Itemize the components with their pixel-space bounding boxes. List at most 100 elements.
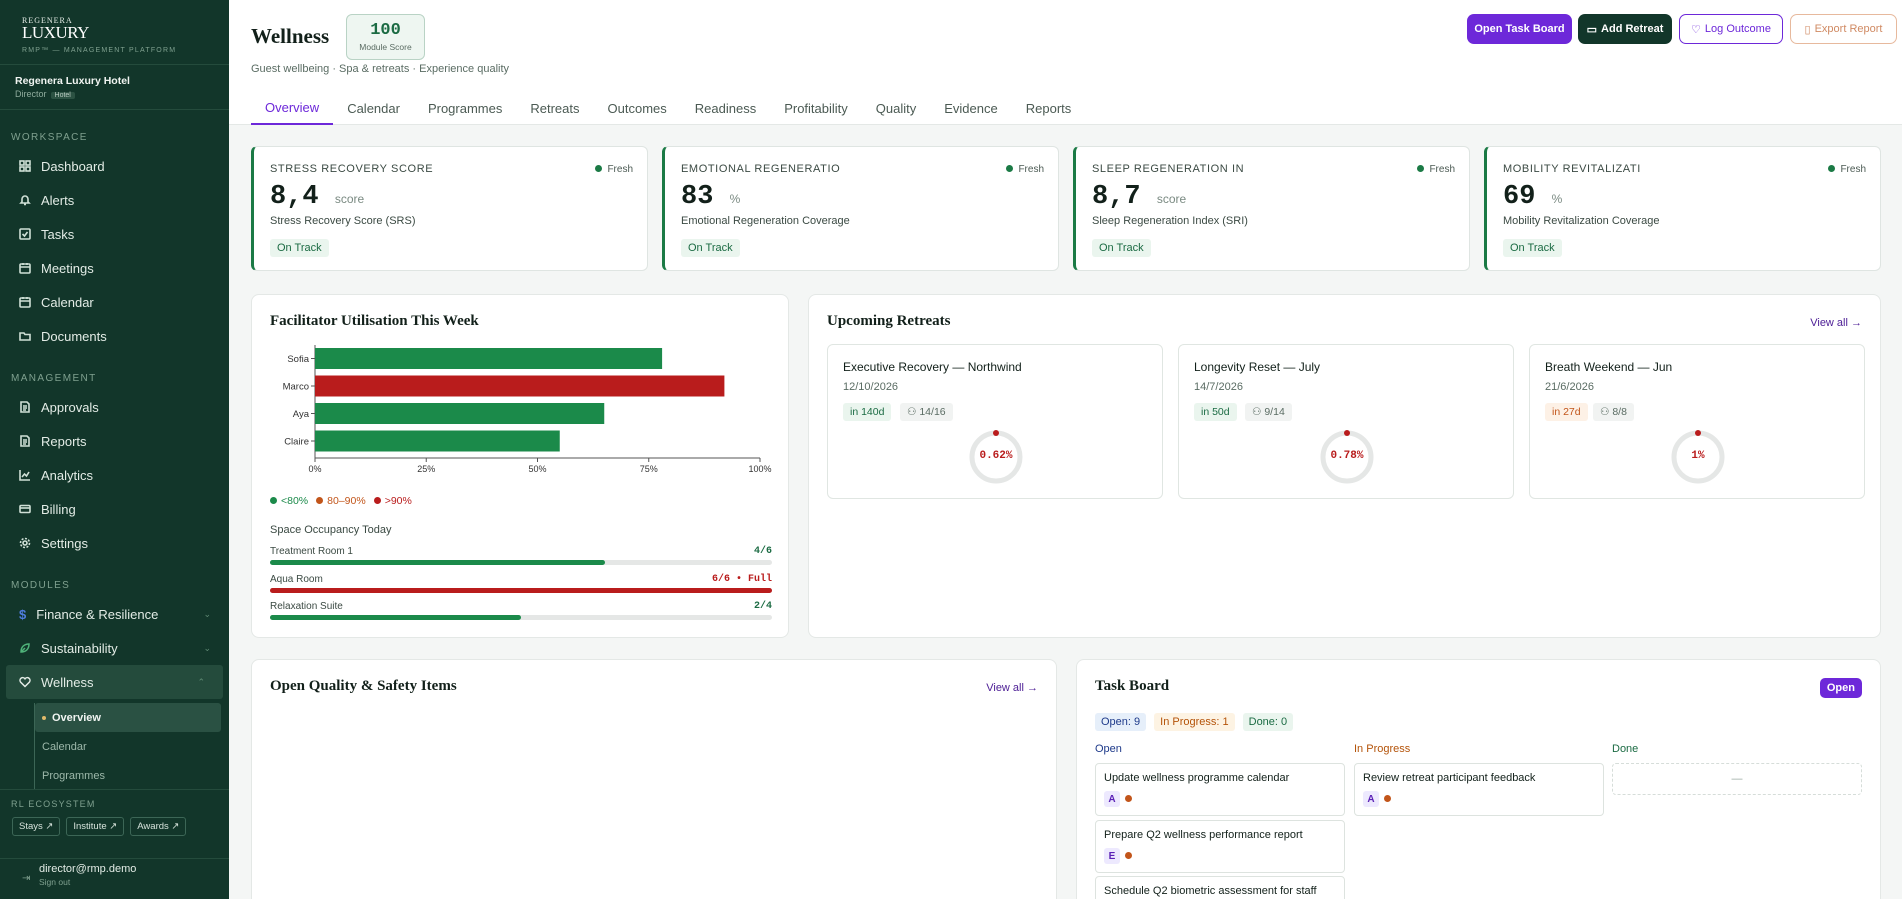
kpi-description: Sleep Regeneration Index (SRI): [1092, 215, 1248, 227]
main-content: Wellness 100 Module Score Guest wellbein…: [229, 0, 1902, 899]
guest-count: 14/16: [919, 406, 946, 418]
external-link-icon: ↗: [109, 821, 118, 832]
chart-legend: <80% 80–90% >90%: [270, 495, 412, 507]
chevron-down-icon: ⌄: [203, 642, 211, 653]
retreat-name: Longevity Reset — July: [1194, 360, 1321, 374]
tab-overview[interactable]: Overview: [251, 92, 334, 125]
open-task-board-button[interactable]: Open Task Board: [1467, 14, 1572, 44]
export-report-button[interactable]: ▯ Export Report: [1790, 14, 1897, 44]
tab-outcomes[interactable]: Outcomes: [607, 101, 667, 116]
category-label: Sofia: [287, 354, 309, 365]
task-title: Review retreat participant feedback: [1363, 772, 1536, 784]
sidebar-item-alerts[interactable]: Alerts: [0, 183, 229, 217]
kpi-title: EMOTIONAL REGENERATIO: [681, 163, 841, 175]
kpi-description: Emotional Regeneration Coverage: [681, 215, 850, 227]
tab-reports[interactable]: Reports: [1025, 101, 1072, 116]
retreat-card[interactable]: Longevity Reset — July 14/7/2026 in 50d …: [1178, 344, 1514, 499]
days-until-badge: in 140d: [843, 403, 892, 421]
sidebar-item-approvals[interactable]: Approvals: [0, 390, 229, 424]
kpi-unit: score: [334, 192, 365, 206]
credit-card-icon: [19, 503, 31, 515]
sign-out-link[interactable]: Sign out: [39, 877, 71, 887]
x-tick-label: 0%: [308, 464, 321, 474]
sidebar-item-reports[interactable]: Reports: [0, 424, 229, 458]
kpi-unit: %: [729, 192, 741, 206]
kpi-card-stress-recovery[interactable]: STRESS RECOVERY SCORE Fresh 8,4 score St…: [251, 146, 648, 271]
sidebar-item-label: Tasks: [41, 226, 75, 242]
priority-dot-icon: [1125, 851, 1132, 859]
sidebar-item-meetings[interactable]: Meetings: [0, 251, 229, 285]
modules-section-title: MODULES: [11, 580, 71, 591]
kpi-title: SLEEP REGENERATION IN: [1092, 163, 1245, 175]
tab-programmes[interactable]: Programmes: [427, 101, 503, 116]
button-label: Open Task Board: [1474, 23, 1565, 35]
subnav-programmes[interactable]: Programmes: [35, 761, 229, 790]
category-label: Aya: [293, 409, 310, 420]
kpi-number: 8,4: [270, 182, 319, 212]
count-in-progress: In Progress: 1: [1154, 713, 1235, 731]
retreat-card[interactable]: Breath Weekend — Jun 21/6/2026 in 27d ⚇ …: [1529, 344, 1865, 499]
sidebar-item-settings[interactable]: Settings: [0, 526, 229, 560]
page-header: Wellness 100 Module Score Guest wellbein…: [229, 0, 1902, 125]
org-switcher[interactable]: Regenera Luxury Hotel Director Hotel: [0, 64, 229, 110]
log-outcome-button[interactable]: ♡ Log Outcome: [1679, 14, 1783, 44]
tab-evidence[interactable]: Evidence: [944, 101, 998, 116]
dollar-icon: $: [19, 606, 27, 622]
management-nav: Approvals Reports Analytics Billing Sett…: [0, 390, 229, 560]
quality-safety-card: Open Quality & Safety Items View all →: [251, 659, 1057, 899]
calendar-plus-icon: ▭: [1586, 23, 1598, 36]
view-all-retreats-link[interactable]: View all →: [1810, 317, 1862, 329]
tab-retreats[interactable]: Retreats: [530, 101, 580, 116]
tab-profitability[interactable]: Profitability: [784, 101, 848, 116]
subnav-overview[interactable]: Overview: [35, 703, 221, 732]
assignee-avatar: A: [1104, 791, 1120, 807]
add-retreat-button[interactable]: ▭ Add Retreat: [1578, 14, 1672, 44]
sidebar-item-label: Reports: [41, 433, 87, 449]
count-open: Open: 9: [1095, 713, 1147, 731]
workspace-nav: Dashboard Alerts Tasks Meetings Calendar…: [0, 149, 229, 353]
subnav-label: Calendar: [42, 740, 87, 753]
module-score-label: Module Score: [359, 42, 412, 52]
ecosystem-link-awards[interactable]: Awards ↗: [130, 817, 187, 836]
task-card[interactable]: Update wellness programme calendar A: [1095, 763, 1345, 816]
sidebar-item-tasks[interactable]: Tasks: [0, 217, 229, 251]
sidebar-item-sustainability[interactable]: Sustainability ⌄: [0, 631, 229, 665]
guest-count-badge: ⚇ 14/16: [900, 403, 953, 421]
sidebar-item-finance[interactable]: $ Finance & Resilience ⌄: [0, 597, 229, 631]
sidebar-item-label: Finance & Resilience: [36, 606, 159, 622]
sidebar-item-dashboard[interactable]: Dashboard: [0, 149, 229, 183]
user-email: director@rmp.demo: [39, 863, 137, 875]
sidebar-item-documents[interactable]: Documents: [0, 319, 229, 353]
freshness-badge: Fresh: [1828, 164, 1866, 175]
sidebar-item-wellness[interactable]: Wellness ⌃: [6, 665, 223, 699]
kpi-card-emotional-regeneration[interactable]: EMOTIONAL REGENERATIO Fresh 83 % Emotion…: [662, 146, 1059, 271]
sidebar-item-calendar[interactable]: Calendar: [0, 285, 229, 319]
kpi-card-sleep-regeneration[interactable]: SLEEP REGENERATION IN Fresh 8,7 score Sl…: [1073, 146, 1470, 271]
chevron-up-icon: ⌃: [197, 676, 205, 687]
tab-readiness[interactable]: Readiness: [694, 101, 757, 116]
retreat-card[interactable]: Executive Recovery — Northwind 12/10/202…: [827, 344, 1163, 499]
sidebar-item-label: Calendar: [41, 294, 94, 310]
task-card[interactable]: Schedule Q2 biometric assessment for sta…: [1095, 876, 1345, 899]
room-row: Aqua Room 6/6 • Full: [270, 574, 772, 593]
user-panel[interactable]: ⇥ director@rmp.demo Sign out: [0, 858, 229, 891]
tab-quality[interactable]: Quality: [875, 101, 917, 116]
occupancy-ring: [1671, 430, 1725, 484]
occupancy-percent: 0.62%: [979, 450, 1013, 462]
page-title: Wellness: [251, 24, 330, 48]
ecosystem-link-stays[interactable]: Stays ↗: [12, 817, 61, 836]
subnav-calendar[interactable]: Calendar: [35, 732, 229, 761]
ecosystem-link-institute[interactable]: Institute ↗: [66, 817, 125, 836]
task-card[interactable]: Review retreat participant feedback A: [1354, 763, 1604, 816]
task-card[interactable]: Prepare Q2 wellness performance report E: [1095, 820, 1345, 873]
sidebar-item-analytics[interactable]: Analytics: [0, 458, 229, 492]
view-all-quality-link[interactable]: View all →: [986, 682, 1038, 694]
kpi-card-mobility-revitalization[interactable]: MOBILITY REVITALIZATI Fresh 69 % Mobilit…: [1484, 146, 1881, 271]
sidebar-item-billing[interactable]: Billing: [0, 492, 229, 526]
retreat-name: Executive Recovery — Northwind: [843, 360, 1022, 374]
tab-calendar[interactable]: Calendar: [347, 101, 400, 116]
occupancy-percent: 1%: [1691, 450, 1705, 462]
status-badge: On Track: [1092, 239, 1151, 257]
task-title: Schedule Q2 biometric assessment for sta…: [1104, 885, 1317, 897]
open-badge[interactable]: Open: [1819, 678, 1862, 698]
